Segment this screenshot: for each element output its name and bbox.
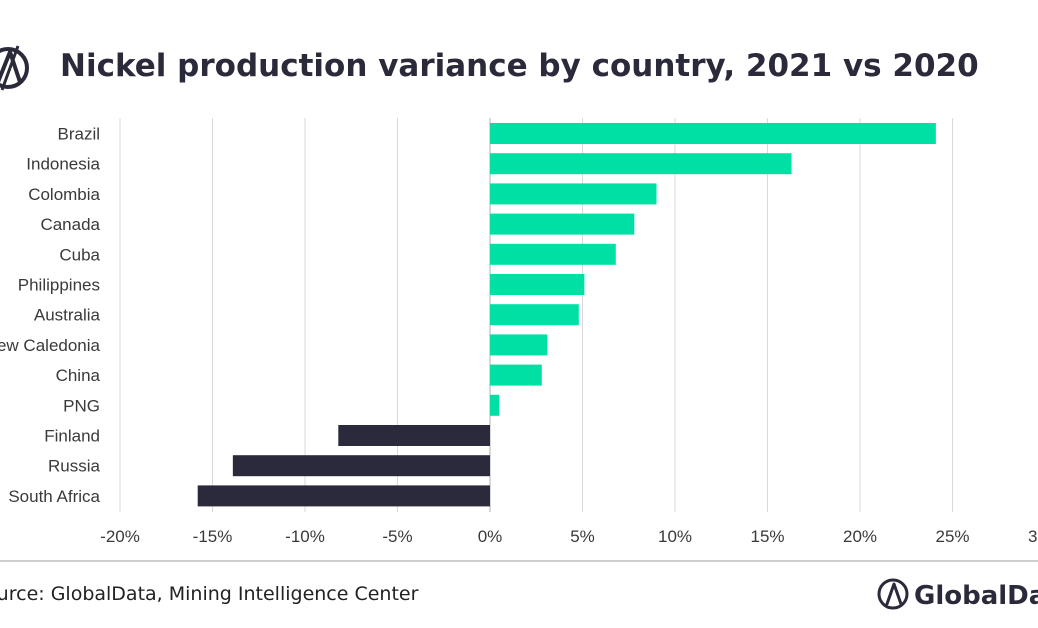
category-label: South Africa: [8, 487, 100, 506]
category-label: Indonesia: [26, 155, 100, 174]
category-labels: Brazil Indonesia Colombia Canada Cuba Philipp…: [0, 125, 101, 506]
bar-finland: [338, 425, 490, 446]
globaldata-logo-icon: [877, 578, 909, 610]
x-tick-label: 30%: [1028, 527, 1038, 546]
x-axis-tick-labels: -20% -15% -10% -5% 0% 5% 10% 15% 20% 25% 30%: [100, 527, 1038, 546]
category-label: Philippines: [18, 276, 100, 295]
x-tick-label: -20%: [100, 527, 140, 546]
category-label: Cuba: [59, 245, 100, 264]
category-label: Brazil: [57, 125, 100, 144]
category-label: Canada: [40, 215, 100, 234]
category-label: Finland: [44, 427, 100, 446]
category-label: Colombia: [28, 185, 100, 204]
bar-south-africa: [197, 485, 490, 507]
chart-title: Nickel production variance by country, 2…: [60, 48, 979, 84]
x-tick-label: 15%: [750, 527, 784, 546]
bar-canada: [490, 213, 635, 235]
category-label: Australia: [34, 306, 101, 325]
category-label: Russia: [48, 457, 101, 476]
bar-brazil: [490, 123, 936, 144]
bar-australia: [490, 304, 579, 326]
bar-philippines: [490, 274, 585, 295]
brand-name: GlobalData: [914, 581, 1038, 611]
source-note: Source: GlobalData, Mining Intelligence …: [0, 583, 419, 605]
category-label: China: [56, 366, 101, 385]
bar-png: [490, 394, 500, 416]
x-tick-label: 20%: [843, 527, 877, 546]
bar-colombia: [490, 183, 657, 205]
bar-cuba: [490, 243, 616, 265]
bars: [197, 123, 936, 507]
x-tick-label: -10%: [285, 527, 325, 546]
bar-russia: [232, 455, 490, 477]
x-tick-label: -5%: [382, 527, 412, 546]
header-logo-icon: [0, 45, 29, 91]
category-label: New Caledonia: [0, 336, 101, 355]
x-tick-label: 25%: [935, 527, 969, 546]
x-tick-label: 0%: [478, 527, 503, 546]
x-tick-label: -15%: [193, 527, 233, 546]
bar-new-caledonia: [490, 334, 548, 356]
bar-china: [490, 364, 542, 386]
category-label: PNG: [63, 396, 100, 415]
bar-indonesia: [490, 153, 792, 175]
x-tick-label: 5%: [570, 527, 595, 546]
x-tick-label: 10%: [658, 527, 692, 546]
